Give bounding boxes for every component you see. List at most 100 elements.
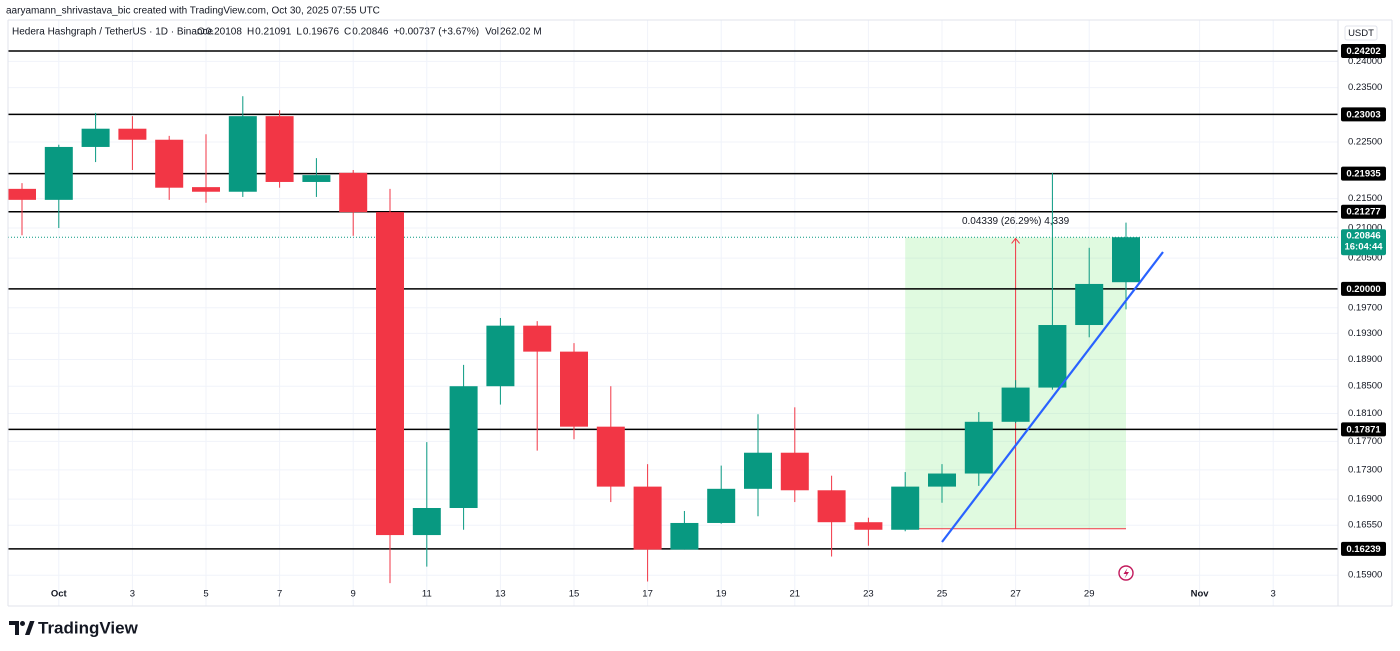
currency-box[interactable]: [1344, 25, 1378, 41]
price-axis: 0.24000 0.23500 0.22500 0.21500 0.21000 0.205…: [1337, 0, 1400, 606]
bolt-icon[interactable]: [1118, 565, 1134, 581]
x-tick-label: 17: [642, 589, 653, 600]
candle-body: [928, 473, 956, 487]
y-tick-label: 0.18900: [1348, 354, 1382, 365]
x-tick-label: 23: [863, 589, 874, 600]
x-tick-label: 19: [716, 589, 727, 600]
attribution: aaryamann_shrivastava_bic created with T…: [6, 6, 380, 17]
volume-value: 262.02 M: [500, 27, 542, 38]
axis-background: [1338, 0, 1400, 606]
y-tick-label: 0.20500: [1348, 253, 1382, 264]
y-tick-label: 0.16900: [1348, 494, 1382, 505]
level-label-box: [1341, 281, 1386, 296]
y-tick-label: 0.18500: [1348, 381, 1382, 392]
level-label: 0.20000: [1346, 284, 1380, 295]
candle-body: [449, 386, 478, 508]
candle-body: [44, 146, 73, 200]
level-label: 0.16239: [1346, 544, 1380, 555]
legend-value: 0.20108: [206, 27, 243, 38]
candle-body: [339, 172, 368, 213]
x-tick-label: 25: [937, 589, 948, 600]
x-tick-label: 5: [203, 589, 208, 600]
candle-body: [523, 325, 552, 352]
legend-value: 0.20846: [352, 27, 389, 38]
change: +0.00737 (+3.67%): [393, 27, 479, 38]
last-price-box: [1341, 229, 1386, 256]
x-tick-label: Oct: [51, 589, 68, 600]
candle-body: [81, 128, 110, 147]
logo-shape: [9, 621, 19, 635]
candle-body: [1112, 237, 1140, 283]
x-tick-label: 29: [1084, 589, 1095, 600]
x-tick-label: 15: [569, 589, 580, 600]
y-tick-label: 0.16550: [1348, 520, 1382, 531]
grid: [8, 20, 1338, 606]
level-label-box: [1341, 166, 1386, 181]
legend-key: H: [247, 27, 254, 38]
legend-value: 0.19676: [303, 27, 340, 38]
candle-body: [118, 128, 147, 140]
level-label-box: [1341, 204, 1386, 219]
legend-key: L: [296, 27, 302, 38]
measure-label: 0.04339 (26.29%) 4,339: [962, 216, 1070, 227]
y-tick-label: 0.18100: [1348, 408, 1382, 419]
bolt-circle[interactable]: [1118, 565, 1134, 581]
candle-body: [964, 421, 993, 474]
candle-body: [560, 351, 588, 427]
y-tick-label: 0.19700: [1348, 302, 1382, 313]
measure-arrowhead: [1011, 237, 1020, 244]
y-tick-label: 0.15900: [1348, 570, 1382, 581]
candle-body: [1038, 325, 1067, 388]
candle-body: [8, 188, 36, 200]
candle-body: [854, 522, 883, 530]
candle-body: [192, 187, 220, 192]
legend-key: C: [344, 27, 351, 38]
candle-body: [228, 116, 257, 192]
logo: TradingView: [38, 618, 139, 637]
y-tick-label: 0.21000: [1348, 223, 1382, 234]
level-label: 0.17871: [1346, 424, 1381, 435]
legend-value: 0.21091: [255, 27, 292, 38]
level-label-box: [1341, 541, 1386, 556]
y-tick-label: 0.23500: [1348, 82, 1382, 93]
candle-body: [596, 426, 625, 487]
level-label: 0.21935: [1346, 169, 1381, 180]
x-tick-label: 3: [1271, 589, 1276, 600]
y-tick-label: 0.19300: [1348, 328, 1382, 339]
level-label: 0.23003: [1346, 109, 1380, 120]
y-tick-label: 0.22500: [1348, 136, 1382, 147]
candle-body: [780, 452, 809, 491]
y-tick-label: 0.17300: [1348, 464, 1382, 475]
candle-body: [744, 452, 772, 489]
candle-body: [670, 522, 699, 550]
y-tick-label: 0.17700: [1348, 436, 1382, 447]
candle-body: [155, 139, 184, 188]
level-label: 0.21277: [1346, 207, 1380, 218]
bolt[interactable]: [1123, 568, 1130, 579]
x-tick-label: 3: [130, 589, 135, 600]
currency[interactable]: USDT: [1348, 28, 1374, 39]
candle-body: [486, 325, 515, 387]
volume-label: Vol: [485, 27, 499, 38]
logo-dot: [20, 621, 25, 626]
last-price-label: 0.20846: [1346, 231, 1380, 242]
trend-line: [941, 251, 1164, 543]
x-tick-label: 7: [277, 589, 282, 600]
candle-body: [1075, 283, 1104, 326]
level-label-box: [1341, 43, 1386, 58]
logo-mark: [9, 621, 35, 635]
y-tick-label: 0.24000: [1348, 56, 1382, 67]
symbol-title: Hedera Hashgraph / TetherUS · 1D · Binan…: [12, 27, 213, 38]
candle-body: [817, 490, 846, 523]
candle-body: [633, 486, 662, 550]
symbol-legend: Hedera Hashgraph / TetherUS · 1D · Binan…: [12, 27, 542, 38]
legend-key: O: [197, 27, 205, 38]
candle-body: [707, 488, 736, 523]
logo-shape: [25, 621, 35, 635]
level-label: 0.24202: [1346, 46, 1380, 57]
candle-body: [412, 507, 441, 536]
x-tick-label: 21: [790, 589, 801, 600]
candle-body: [302, 175, 331, 182]
